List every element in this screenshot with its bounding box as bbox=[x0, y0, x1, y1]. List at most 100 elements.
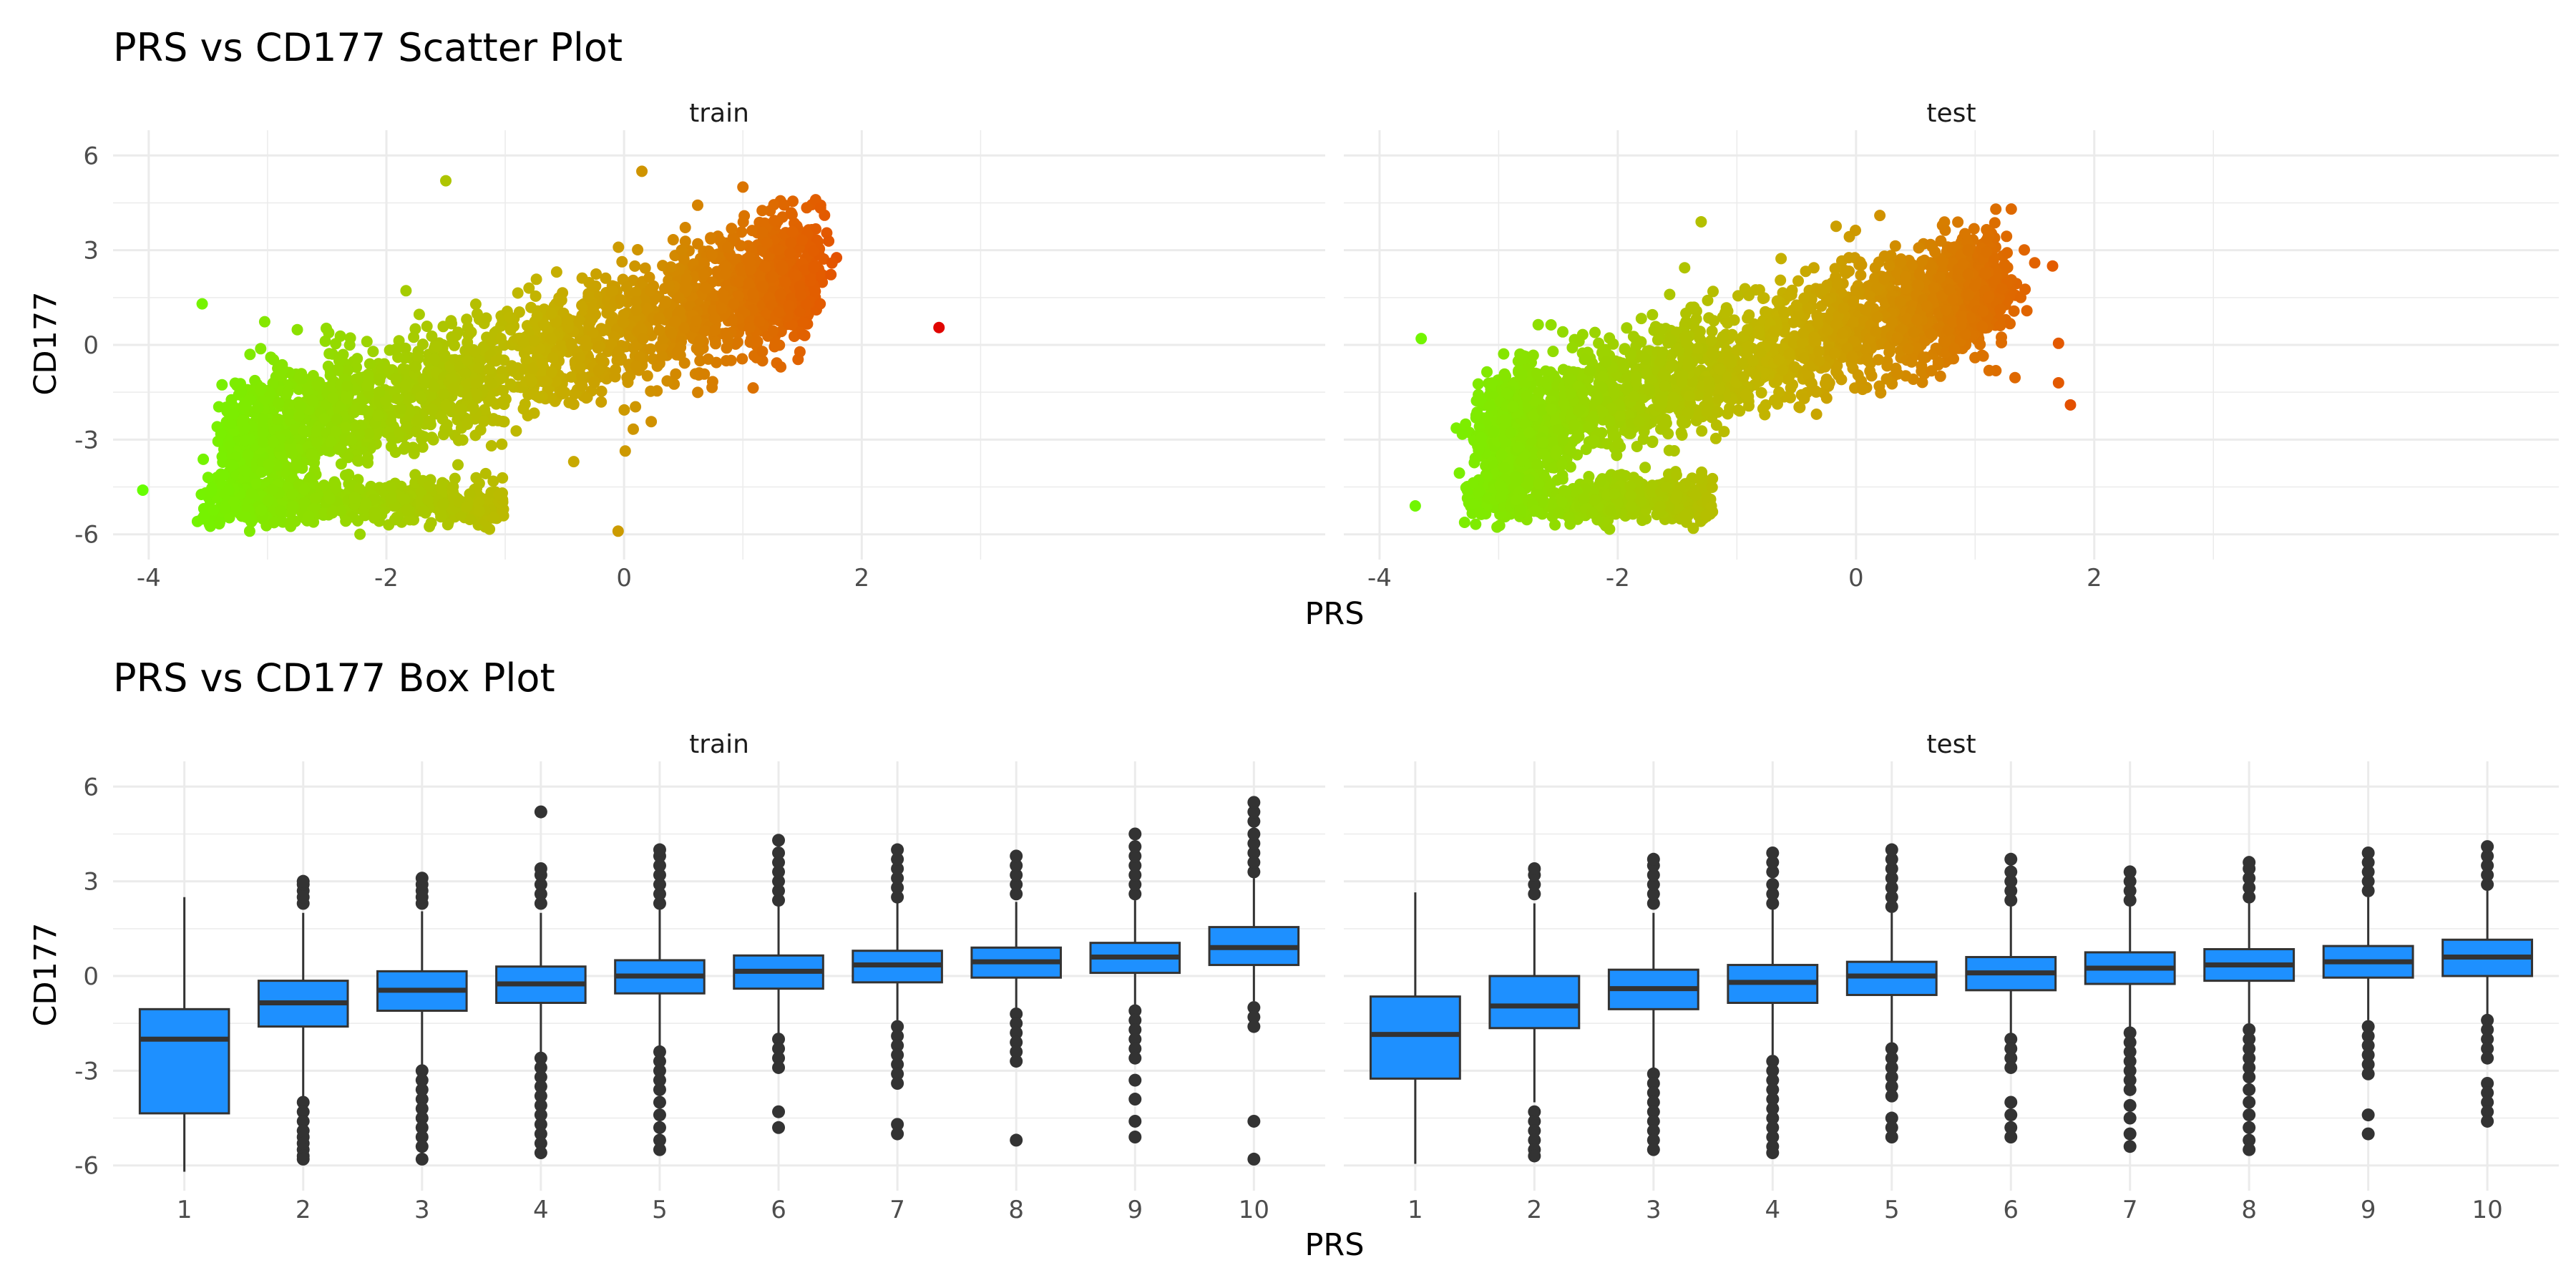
scatter-point bbox=[422, 494, 434, 506]
scatter-point bbox=[775, 326, 787, 338]
scatter-point bbox=[719, 260, 731, 273]
scatter-point bbox=[630, 401, 642, 413]
scatter-ytick-label: -6 bbox=[74, 521, 99, 550]
scatter-point bbox=[698, 268, 710, 280]
scatter-point bbox=[517, 336, 530, 348]
scatter-point bbox=[1916, 365, 1928, 377]
scatter-point bbox=[736, 353, 748, 365]
scatter-point bbox=[660, 296, 672, 308]
scatter-point bbox=[435, 482, 447, 494]
scatter-point bbox=[785, 237, 797, 249]
scatter-point bbox=[303, 404, 315, 416]
scatter-point bbox=[223, 484, 235, 496]
scatter-point bbox=[332, 363, 344, 375]
scatter-point bbox=[1913, 242, 1925, 254]
scatter-point bbox=[407, 441, 419, 454]
scatter-point bbox=[1769, 343, 1781, 355]
scatter-point bbox=[550, 376, 562, 388]
scatter-point bbox=[2021, 305, 2033, 317]
scatter-point bbox=[416, 430, 428, 441]
scatter-point bbox=[1861, 354, 1873, 366]
scatter-point bbox=[431, 341, 443, 353]
scatter-point bbox=[693, 345, 705, 357]
scatter-point bbox=[1990, 203, 2002, 215]
scatter-point bbox=[202, 472, 214, 484]
scatter-point bbox=[576, 272, 588, 284]
scatter-point bbox=[541, 375, 553, 387]
scatter-point bbox=[661, 375, 673, 387]
scatter-point bbox=[691, 315, 702, 327]
scatter-point bbox=[726, 223, 738, 235]
scatter-point bbox=[305, 472, 316, 484]
scatter-point bbox=[426, 404, 439, 416]
scatter-point bbox=[794, 280, 806, 293]
scatter-point bbox=[275, 504, 287, 517]
scatter-point bbox=[389, 514, 401, 526]
scatter-point bbox=[1855, 269, 1867, 281]
scatter-point bbox=[600, 272, 612, 284]
scatter-point bbox=[801, 202, 813, 214]
scatter-point bbox=[616, 255, 628, 268]
scatter-point bbox=[769, 215, 781, 227]
scatter-point bbox=[286, 447, 298, 459]
scatter-point bbox=[363, 428, 375, 440]
scatter-point bbox=[779, 276, 791, 288]
scatter-point bbox=[291, 323, 303, 336]
scatter-point bbox=[523, 282, 535, 294]
scatter-point bbox=[595, 396, 608, 408]
scatter-point bbox=[721, 342, 733, 354]
scatter-point bbox=[266, 484, 278, 496]
scatter-point bbox=[595, 385, 608, 397]
scatter-point bbox=[1889, 240, 1901, 252]
scatter-point bbox=[1996, 331, 2007, 343]
scatter-point bbox=[618, 308, 630, 321]
scatter-point bbox=[487, 475, 499, 487]
scatter-point bbox=[497, 472, 509, 484]
scatter-point bbox=[709, 324, 721, 336]
scatter-point bbox=[1787, 337, 1800, 349]
scatter-point bbox=[323, 348, 336, 360]
scatter-point bbox=[1792, 275, 1804, 287]
scatter-point bbox=[547, 352, 559, 364]
scatter-point bbox=[239, 399, 251, 411]
scatter-point bbox=[456, 404, 468, 416]
scatter-point bbox=[665, 327, 678, 339]
scatter-point bbox=[364, 358, 376, 370]
scatter-point bbox=[1646, 435, 1659, 447]
scatter-point bbox=[706, 248, 718, 260]
scatter-point bbox=[637, 333, 649, 345]
scatter-point bbox=[747, 288, 759, 300]
scatter-point bbox=[255, 504, 268, 516]
scatter-point bbox=[1652, 334, 1664, 346]
scatter-point bbox=[799, 263, 811, 275]
scatter-point bbox=[275, 366, 287, 378]
scatter-point bbox=[470, 377, 482, 389]
scatter-point bbox=[346, 434, 358, 446]
scatter-point bbox=[487, 511, 499, 523]
scatter-point bbox=[1968, 223, 1980, 235]
scatter-point bbox=[445, 372, 457, 384]
scatter-point bbox=[528, 335, 540, 347]
scatter-point bbox=[613, 241, 625, 253]
scatter-point bbox=[400, 285, 412, 297]
scatter-point bbox=[767, 270, 779, 283]
scatter-point bbox=[1557, 326, 1568, 338]
scatter-point bbox=[374, 386, 386, 398]
scatter-point bbox=[471, 308, 483, 320]
scatter-point bbox=[759, 260, 771, 273]
scatter-outlier-point bbox=[612, 525, 624, 537]
scatter-point bbox=[228, 408, 240, 420]
scatter-point bbox=[427, 434, 439, 446]
scatter-point bbox=[630, 296, 642, 308]
scatter-point bbox=[309, 492, 321, 504]
scatter-ytick-label: 3 bbox=[83, 237, 99, 265]
scatter-point bbox=[353, 455, 364, 467]
scatter-point bbox=[644, 285, 656, 296]
scatter-point bbox=[590, 268, 602, 280]
scatter-point bbox=[653, 312, 665, 324]
scatter-point bbox=[554, 295, 565, 307]
scatter-point bbox=[1718, 426, 1730, 438]
scatter-point bbox=[1820, 392, 1833, 404]
scatter-point bbox=[2001, 230, 2013, 243]
